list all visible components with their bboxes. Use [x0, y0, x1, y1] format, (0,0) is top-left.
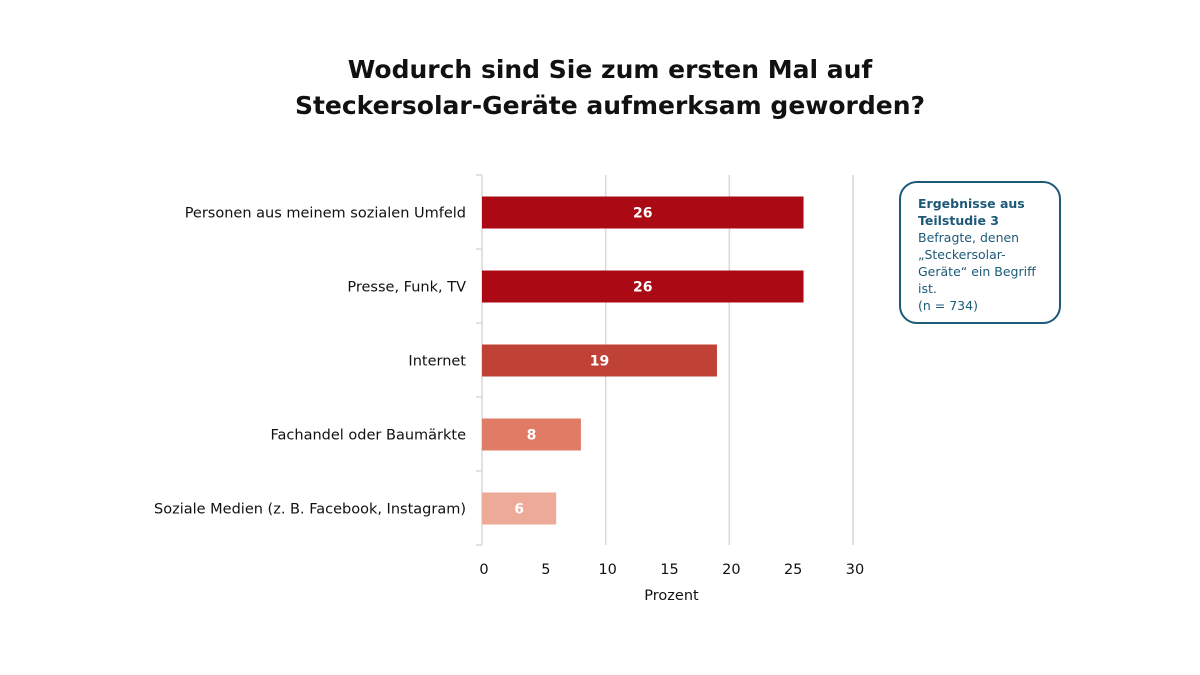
note-heading-2: Teilstudie 3	[918, 213, 999, 228]
chart-title: Wodurch sind Sie zum ersten Mal auf Stec…	[0, 52, 1200, 124]
data-label: 8	[527, 428, 537, 444]
x-axis-label: Prozent	[644, 588, 699, 604]
x-tick-label: 30	[846, 562, 864, 578]
title-line-2: Steckersolar-Geräte aufmerksam geworden?	[294, 91, 926, 120]
x-tick-label: 25	[784, 562, 802, 578]
x-tick-label: 5	[541, 562, 550, 578]
note-line: (n = 734)	[918, 298, 978, 313]
title-line-1: Wodurch sind Sie zum ersten Mal auf	[347, 55, 873, 84]
note-line: Befragte, denen	[918, 230, 1020, 245]
note-line: ist.	[918, 281, 937, 296]
x-tick-label: 10	[598, 562, 616, 578]
x-tick-label: 15	[660, 562, 678, 578]
data-label: 26	[633, 206, 652, 222]
note-line: Geräte“ ein Begriff	[918, 264, 1036, 279]
info-box: Ergebnisse aus Teilstudie 3 Befragte, de…	[899, 181, 1061, 324]
data-label: 6	[514, 502, 524, 518]
bar	[482, 344, 717, 377]
category-label: Presse, Funk, TV	[347, 280, 466, 296]
x-tick-label: 0	[479, 562, 488, 578]
bar	[482, 418, 581, 451]
bar	[482, 492, 557, 525]
bar	[482, 196, 804, 229]
note-heading-1: Ergebnisse aus	[918, 196, 1025, 211]
bar	[482, 270, 804, 303]
category-label: Internet	[408, 354, 466, 370]
x-tick-label: 20	[722, 562, 740, 578]
category-label: Personen aus meinem sozialen Umfeld	[185, 206, 466, 222]
category-label: Soziale Medien (z. B. Facebook, Instagra…	[154, 502, 466, 518]
data-label: 26	[633, 280, 652, 296]
note-line: „Steckersolar-	[918, 247, 1006, 262]
data-label: 19	[590, 354, 609, 370]
category-label: Fachandel oder Baumärkte	[271, 428, 467, 444]
